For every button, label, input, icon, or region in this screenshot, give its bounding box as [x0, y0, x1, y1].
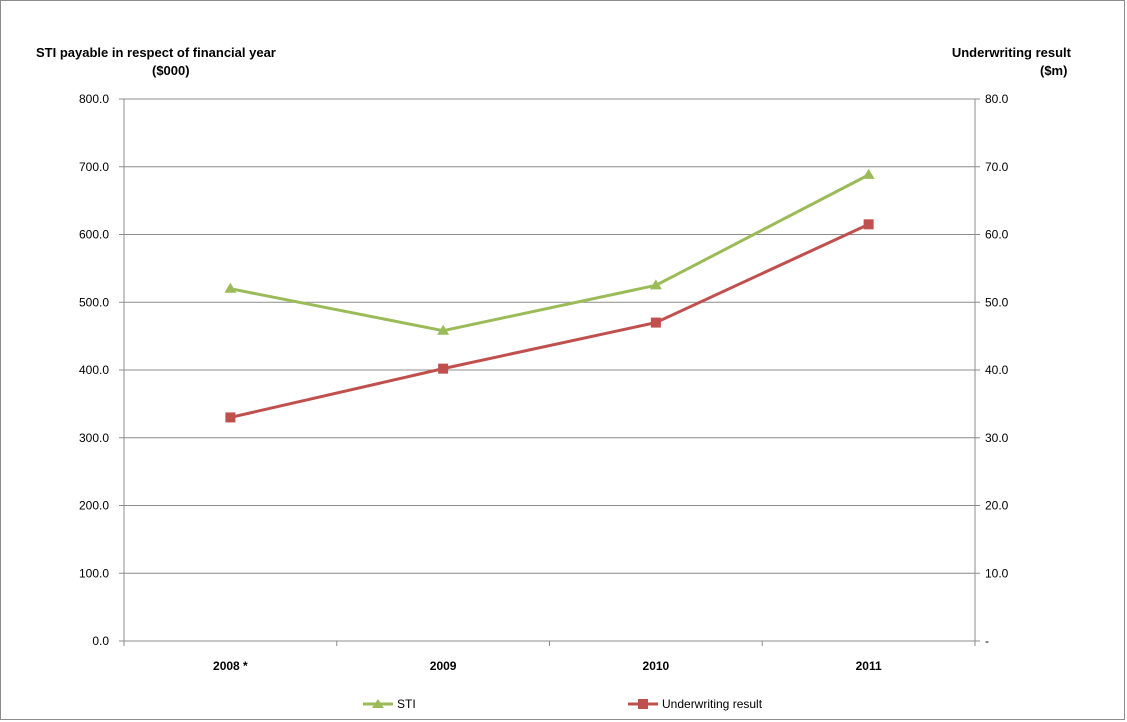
series	[224, 168, 875, 423]
data-point-underwriting-result	[225, 412, 236, 423]
left-tick-label: 100.0	[79, 566, 109, 580]
legend-marker-underwriting-result	[638, 699, 648, 709]
data-point-sti	[224, 282, 237, 293]
left-axis-title-line2: ($000)	[152, 63, 190, 78]
right-tick-label: 70.0	[985, 160, 1009, 174]
category-label: 2009	[430, 659, 457, 673]
category-label: 2011	[856, 659, 882, 673]
right-tick-label: -	[985, 634, 989, 648]
left-tick-label: 400.0	[79, 363, 109, 377]
data-point-underwriting-result	[438, 363, 449, 374]
data-point-sti	[437, 324, 450, 335]
legend: STI Underwriting result	[363, 697, 763, 711]
series-line-underwriting-result	[230, 222, 870, 419]
right-tick-label: 60.0	[985, 228, 1009, 242]
data-point-sti	[649, 279, 662, 290]
category-label: 2008 *	[213, 659, 248, 673]
left-tick-label: 300.0	[79, 431, 109, 445]
legend-label-sti: STI	[397, 697, 416, 711]
legend-item-sti: STI	[363, 697, 416, 711]
axes	[119, 98, 980, 646]
legend-item-underwriting-result: Underwriting result	[628, 697, 763, 711]
left-tick-label: 0.0	[92, 634, 109, 648]
right-tick-label: 80.0	[985, 92, 1009, 106]
left-tick-label: 500.0	[79, 295, 109, 309]
series-line-sti	[230, 173, 870, 333]
left-axis-tick-labels: 0.0 100.0 200.0 300.0 400.0 500.0 600.0 700.0 80…	[79, 92, 109, 648]
left-axis-title-line1: STI payable in respect of financial year	[36, 45, 276, 60]
right-tick-label: 40.0	[985, 363, 1009, 377]
right-tick-label: 20.0	[985, 499, 1009, 513]
right-tick-label: 10.0	[985, 566, 1009, 580]
right-axis-tick-labels: - 10.0 20.0 30.0 40.0 50.0 60.0 70.0 80.0	[985, 92, 1009, 648]
right-axis-title-line1: Underwriting result	[952, 45, 1072, 60]
data-point-underwriting-result	[863, 219, 874, 230]
left-tick-label: 600.0	[79, 228, 109, 242]
data-point-sti	[862, 168, 875, 179]
category-label: 2010	[643, 659, 670, 673]
gridlines	[124, 98, 975, 574]
left-tick-label: 200.0	[79, 499, 109, 513]
data-point-underwriting-result	[650, 317, 661, 328]
category-axis-labels: 2008 * 2009 2010 2011	[213, 659, 882, 673]
right-axis-title-line2: ($m)	[1040, 63, 1067, 78]
left-tick-label: 800.0	[79, 92, 109, 106]
right-tick-label: 30.0	[985, 431, 1009, 445]
left-tick-label: 700.0	[79, 160, 109, 174]
right-tick-label: 50.0	[985, 295, 1009, 309]
legend-label-underwriting-result: Underwriting result	[662, 697, 763, 711]
legend-marker-sti	[372, 699, 384, 708]
